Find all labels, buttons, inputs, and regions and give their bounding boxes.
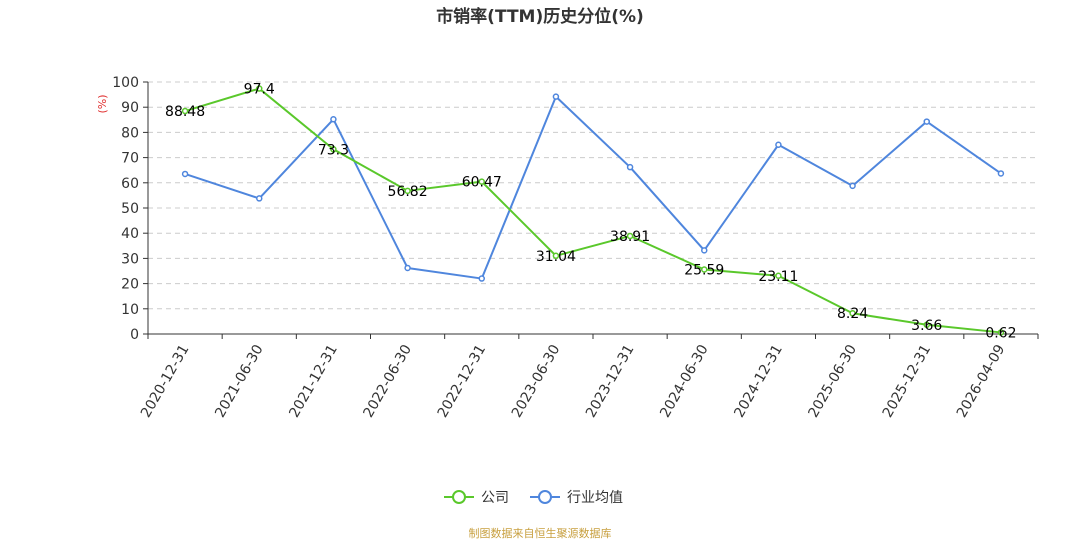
data-label: 31.04 xyxy=(536,249,576,265)
x-tick-label: 2025-12-31 xyxy=(880,342,935,420)
data-label: 88.48 xyxy=(165,104,205,120)
series-line xyxy=(184,87,1002,334)
data-point xyxy=(849,182,856,190)
y-tick-label: 50 xyxy=(121,201,139,217)
data-point xyxy=(404,187,411,195)
x-tick-label: 2022-06-30 xyxy=(361,342,416,420)
data-label: 23.11 xyxy=(758,269,798,285)
x-tick-label: 2023-06-30 xyxy=(509,342,564,420)
y-tick-label: 100 xyxy=(112,75,139,91)
data-point xyxy=(775,141,782,148)
x-tick-label: 2020-12-31 xyxy=(138,342,193,420)
data-label: 8.24 xyxy=(837,306,868,322)
data-label: 73.3 xyxy=(318,142,349,158)
y-tick-label: 10 xyxy=(121,302,139,318)
data-point xyxy=(626,232,634,240)
y-tick-label: 0 xyxy=(130,327,139,343)
data-label: 60.47 xyxy=(462,175,502,191)
x-tick-label: 2021-06-30 xyxy=(212,342,267,420)
data-point xyxy=(701,247,708,254)
data-label: 56.82 xyxy=(388,184,428,200)
data-point xyxy=(256,85,263,92)
data-point xyxy=(775,272,782,280)
x-tick-label: 2024-12-31 xyxy=(731,342,786,420)
y-tick-label: 40 xyxy=(121,226,139,242)
legend-item-industry-average[interactable]: 行业均值 xyxy=(530,490,623,506)
y-tick-label: 60 xyxy=(121,176,139,192)
chart-title: 市销率(TTM)历史分位(%) xyxy=(436,6,644,27)
data-point xyxy=(330,146,337,153)
data-point xyxy=(181,170,189,178)
x-tick-label: 2024-06-30 xyxy=(657,342,712,420)
legend-item-company[interactable]: 公司 xyxy=(444,490,509,506)
data-point xyxy=(330,116,337,123)
y-tick-label: 20 xyxy=(121,277,139,293)
data-point xyxy=(181,107,189,115)
data-point xyxy=(849,309,856,317)
data-label: 25.59 xyxy=(684,263,724,279)
data-point xyxy=(923,321,930,329)
data-label-layer: 88.48 97.4 73.3 56.82 60.47 31.04 38.91 25.59 23… xyxy=(165,82,1016,342)
legend-marker-company xyxy=(452,490,466,504)
x-tick-label: 2022-12-31 xyxy=(435,342,490,420)
x-tick-label: 2026-04-09 xyxy=(954,342,1009,420)
data-point xyxy=(997,170,1005,177)
data-point xyxy=(552,252,560,260)
x-tick-label: 2025-06-30 xyxy=(806,342,861,420)
grid-layer xyxy=(148,81,1038,310)
data-label: 3.66 xyxy=(911,318,942,334)
legend-label-company: 公司 xyxy=(481,490,509,506)
y-tick-label: 70 xyxy=(121,151,139,167)
data-point xyxy=(256,195,263,202)
x-tick-label: 2021-12-31 xyxy=(286,342,341,420)
data-point xyxy=(626,163,634,171)
axis-layer: 0 10 20 30 40 50 60 70 80 90 100 2020-12-31 2021-06-… xyxy=(112,75,1039,420)
data-label: 97.4 xyxy=(244,82,275,98)
data-point xyxy=(923,118,930,125)
y-tick-label: 90 xyxy=(121,100,139,116)
data-point xyxy=(701,266,708,273)
y-axis-label: (%) xyxy=(96,94,109,113)
data-label: 0.62 xyxy=(985,325,1016,341)
y-tick-label: 80 xyxy=(121,125,139,141)
legend-marker-industry-average xyxy=(538,490,552,504)
x-tick-label: 2023-12-31 xyxy=(583,342,638,420)
data-point xyxy=(404,264,411,272)
data-label: 38.91 xyxy=(610,229,650,245)
data-point xyxy=(478,178,485,185)
data-point xyxy=(997,329,1005,336)
source-note: 制图数据来自恒生聚源数据库 xyxy=(469,526,612,540)
legend-label-industry-average: 行业均值 xyxy=(567,490,623,506)
data-point xyxy=(552,93,560,100)
data-point xyxy=(478,275,485,282)
y-tick-label: 30 xyxy=(121,251,139,267)
legend: 公司 行业均值 xyxy=(444,490,623,506)
series-layer xyxy=(181,85,1005,336)
series-line xyxy=(184,95,1002,280)
